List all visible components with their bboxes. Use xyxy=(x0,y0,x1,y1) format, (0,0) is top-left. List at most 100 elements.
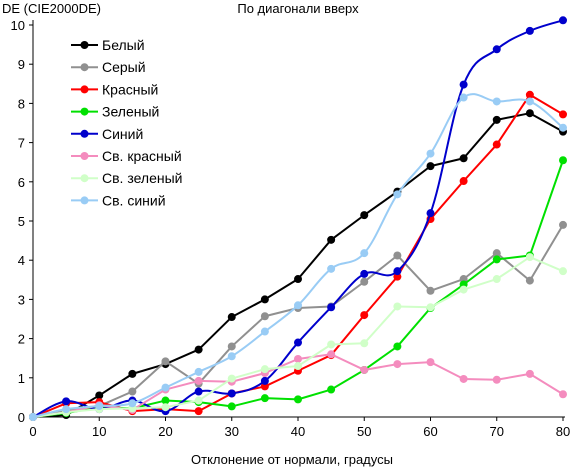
data-point xyxy=(294,395,302,404)
data-point xyxy=(525,109,534,118)
data-point xyxy=(62,405,71,414)
data-point xyxy=(426,303,435,312)
legend-item: Св. синий xyxy=(71,192,166,208)
x-tick-label: 10 xyxy=(92,424,106,439)
data-point xyxy=(525,90,534,99)
data-point xyxy=(227,342,236,351)
data-point xyxy=(459,285,468,294)
x-tick-label: 0 xyxy=(29,424,36,439)
data-point xyxy=(559,267,567,276)
data-point xyxy=(559,123,567,132)
data-point xyxy=(260,394,269,403)
data-point xyxy=(525,26,534,35)
data-point xyxy=(294,275,302,284)
data-point xyxy=(459,80,468,89)
legend: Белый Серый Красный Зеленый Синий Св. красный… xyxy=(71,37,182,208)
x-tick-label: 60 xyxy=(423,424,437,439)
data-point xyxy=(194,387,203,396)
data-point xyxy=(393,251,402,260)
data-point xyxy=(492,255,501,264)
series-line xyxy=(32,224,564,418)
data-point xyxy=(393,342,402,351)
legend-label: Св. зеленый xyxy=(102,170,182,186)
data-point xyxy=(559,110,567,119)
data-point xyxy=(260,295,269,304)
legend-item: Св. красный xyxy=(71,148,182,164)
data-point xyxy=(393,302,402,311)
legend-item: Синий xyxy=(71,126,143,142)
series-5 xyxy=(29,16,567,421)
data-point xyxy=(492,375,501,384)
data-point xyxy=(426,149,435,158)
data-point xyxy=(360,365,369,374)
x-tick-label: 70 xyxy=(490,424,504,439)
data-point xyxy=(194,396,203,405)
series-2 xyxy=(29,220,567,421)
series-layer xyxy=(29,16,567,421)
data-point xyxy=(327,303,336,312)
data-point xyxy=(393,267,402,276)
data-point xyxy=(393,272,402,281)
data-point xyxy=(525,369,534,378)
data-point xyxy=(294,354,302,363)
y-tick-label: 0 xyxy=(18,410,25,425)
data-point xyxy=(426,358,435,367)
data-point xyxy=(194,367,203,376)
data-point xyxy=(294,301,302,310)
legend-label: Синий xyxy=(102,126,143,142)
x-axis-label: Отклонение от нормали, градусы xyxy=(191,452,393,467)
data-point xyxy=(525,276,534,285)
data-point xyxy=(194,345,203,354)
data-point xyxy=(393,360,402,369)
legend-swatch-marker xyxy=(80,85,89,94)
data-point xyxy=(327,340,336,349)
data-point xyxy=(492,45,501,54)
data-point xyxy=(327,385,336,394)
data-point xyxy=(360,249,369,258)
legend-swatch-marker xyxy=(80,174,89,183)
data-point xyxy=(227,313,236,322)
data-point xyxy=(525,97,534,106)
data-point xyxy=(194,376,203,385)
y-tick-label: 5 xyxy=(18,214,25,229)
data-point xyxy=(426,209,435,218)
data-point xyxy=(95,391,104,400)
legend-label: Белый xyxy=(102,37,145,53)
data-point xyxy=(62,397,71,406)
data-point xyxy=(393,190,402,199)
legend-swatch-marker xyxy=(80,63,89,72)
data-point xyxy=(360,211,369,220)
x-tick-label: 80 xyxy=(556,424,570,439)
data-point xyxy=(227,374,236,383)
data-point xyxy=(128,369,137,378)
data-point xyxy=(194,407,203,416)
data-point xyxy=(459,154,468,163)
data-point xyxy=(492,275,501,284)
data-point xyxy=(161,403,170,412)
y-tick-label: 2 xyxy=(18,332,25,347)
y-tick-label: 7 xyxy=(18,136,25,151)
data-point xyxy=(459,93,468,102)
series-8 xyxy=(29,93,567,421)
data-point xyxy=(161,383,170,392)
series-6 xyxy=(29,350,567,421)
data-point xyxy=(29,413,37,421)
series-7 xyxy=(29,253,567,421)
legend-label: Св. синий xyxy=(102,192,166,208)
y-tick-label: 8 xyxy=(18,96,25,111)
data-point xyxy=(559,220,567,229)
data-point xyxy=(492,115,501,124)
data-point xyxy=(492,97,501,106)
data-point xyxy=(559,390,567,399)
data-point xyxy=(260,382,269,391)
series-line xyxy=(32,19,564,418)
data-point xyxy=(426,162,435,171)
data-point xyxy=(227,389,236,398)
data-point xyxy=(260,327,269,336)
legend-label: Серый xyxy=(102,59,146,75)
data-point xyxy=(128,387,137,396)
legend-swatch-marker xyxy=(80,196,89,205)
data-point xyxy=(559,16,567,25)
data-point xyxy=(161,396,170,405)
